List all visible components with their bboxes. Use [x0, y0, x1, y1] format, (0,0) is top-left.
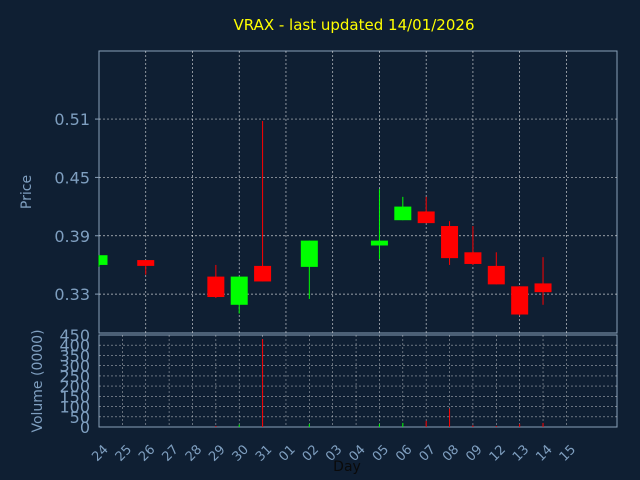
volume-tick-label: 250 — [59, 367, 90, 386]
volume-tick-label: 200 — [59, 377, 90, 396]
price-panel-frame — [98, 50, 618, 334]
volume-tick-label: 350 — [59, 346, 90, 365]
volume-tick-label: 300 — [59, 357, 90, 376]
volume-axis-label: Volume (0000) — [30, 329, 46, 432]
candle-body — [254, 265, 272, 282]
volume-tick-label: 150 — [59, 387, 90, 406]
volume-panel-frame — [98, 334, 618, 428]
candle-body — [417, 211, 435, 224]
candle-body — [207, 276, 225, 298]
candle-body — [487, 265, 505, 285]
price-tick-label: 0.45 — [54, 168, 90, 187]
price-tick-labels: 0.51 0.45 0.39 0.33 — [54, 110, 90, 304]
candle-body — [300, 240, 318, 267]
volume-tick-label: 100 — [59, 398, 90, 417]
volume-tick-label: 50 — [70, 408, 90, 427]
price-tick-label: 0.39 — [54, 227, 90, 246]
candle-body — [441, 226, 459, 259]
candles — [98, 121, 552, 316]
price-tick-label: 0.51 — [54, 110, 90, 129]
candle-body — [137, 260, 155, 266]
candle-body — [511, 286, 529, 315]
candle-body — [534, 283, 552, 293]
candle-body — [230, 276, 248, 305]
volume-tick-label: 400 — [59, 336, 90, 355]
volume-tick-label: 0 — [80, 418, 90, 437]
chart-title: VRAX - last updated 14/01/2026 — [234, 16, 475, 34]
price-tick-label: 0.33 — [54, 285, 90, 304]
price-panel: 0.51 0.45 0.39 0.33 — [54, 50, 618, 334]
candle-body — [370, 240, 388, 246]
price-axis-label: Price — [19, 175, 35, 209]
x-axis-label: Day — [333, 459, 361, 475]
volume-bars — [215, 339, 544, 427]
candle-body — [99, 255, 108, 265]
volume-tick-label: 450 — [59, 326, 90, 345]
candle-body — [394, 206, 412, 221]
candle-body — [464, 252, 482, 264]
